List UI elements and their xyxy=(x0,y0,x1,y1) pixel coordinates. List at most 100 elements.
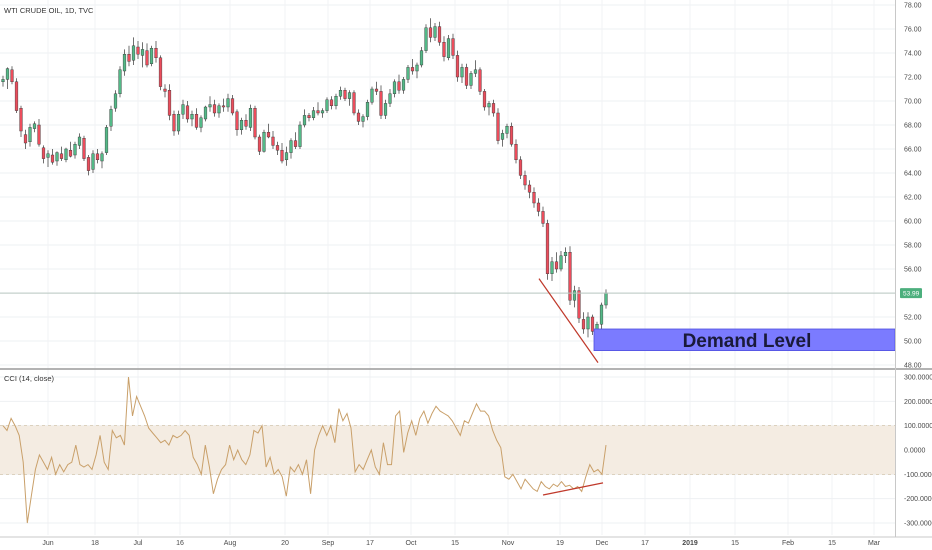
candle-body xyxy=(239,119,244,130)
candle-body xyxy=(437,26,442,43)
candle-body xyxy=(514,143,518,160)
candle-body xyxy=(464,67,469,86)
cci-axis[interactable]: 300.0000 200.0000 100.0000 0.0000 -100.0000 -… xyxy=(904,375,932,528)
time-tick-label: Aug xyxy=(224,540,237,547)
candle-body xyxy=(127,54,131,62)
candle-body xyxy=(446,38,451,58)
candle-body xyxy=(131,45,136,61)
time-tick-label: 15 xyxy=(828,540,836,547)
candle-body xyxy=(181,104,185,115)
candle-body xyxy=(230,98,235,114)
candle-body xyxy=(590,316,595,332)
price-tick-label: 68.00 xyxy=(904,123,922,130)
candle-body xyxy=(298,124,302,147)
candle-body xyxy=(599,304,604,325)
candle-body xyxy=(190,113,194,120)
candle-body xyxy=(311,110,316,118)
price-trend-line[interactable] xyxy=(538,278,599,363)
candle-body xyxy=(199,117,203,128)
time-tick-label: 2019 xyxy=(682,540,698,547)
time-tick-label: Oct xyxy=(406,540,417,547)
candle-body xyxy=(428,27,433,38)
candle-body xyxy=(109,109,113,127)
candle-body xyxy=(572,290,577,301)
candle-body xyxy=(23,134,28,144)
time-tick-label: 17 xyxy=(641,540,649,547)
price-candles[interactable] xyxy=(1,18,608,338)
time-tick-label: Jun xyxy=(42,540,53,547)
price-tick-label: 70.00 xyxy=(904,99,922,106)
candle-body xyxy=(347,92,352,99)
candle-body xyxy=(262,131,266,152)
candle-body xyxy=(280,149,284,162)
cci-line xyxy=(2,376,607,524)
time-axis[interactable]: Jun 18 Jul 16 Aug 20 Sep 17 Oct 15 Nov 19 Dec 17 2019 1… xyxy=(0,536,932,547)
time-tick-label: Feb xyxy=(782,540,794,547)
candle-body xyxy=(316,110,320,114)
candle-body xyxy=(410,67,415,72)
candle-body xyxy=(473,69,478,74)
candle-body xyxy=(568,251,572,301)
time-tick-label: Mar xyxy=(868,540,881,547)
candle-body xyxy=(469,73,473,86)
candle-body xyxy=(302,115,307,126)
candle-body xyxy=(19,107,23,132)
candle-body xyxy=(460,67,464,78)
candle-body xyxy=(163,88,167,92)
candle-body xyxy=(586,316,590,330)
time-tick-label: 20 xyxy=(281,540,289,547)
price-tick-label: 48.00 xyxy=(904,363,922,370)
price-axis[interactable]: 78.00 76.00 74.00 72.00 70.00 68.00 66.00 64.00… xyxy=(904,3,922,370)
price-tick-label: 52.00 xyxy=(904,315,922,322)
cci-title: CCI (14, close) xyxy=(4,374,55,383)
candle-body xyxy=(518,159,523,176)
candle-body xyxy=(509,125,514,145)
candle-body xyxy=(118,69,122,95)
candle-body xyxy=(500,133,505,140)
price-tick-label: 64.00 xyxy=(904,171,922,178)
cci-tick-label: 300.0000 xyxy=(904,375,932,382)
candle-body xyxy=(68,149,73,157)
candle-body xyxy=(455,55,460,78)
time-tick-label: Dec xyxy=(596,540,609,547)
candle-body xyxy=(356,112,361,122)
cci-trend-line[interactable] xyxy=(542,482,604,496)
candle-body xyxy=(37,124,41,145)
candle-body xyxy=(86,157,91,171)
candle-body xyxy=(563,251,568,256)
time-tick-label: 17 xyxy=(366,540,374,547)
candle-body xyxy=(374,88,379,92)
candle-body xyxy=(82,137,86,159)
last-price-value: 53.99 xyxy=(903,291,920,298)
candle-body xyxy=(496,112,500,141)
cci-tick-label: 0.0000 xyxy=(904,448,926,455)
candle-body xyxy=(55,152,59,162)
candle-body xyxy=(73,143,77,156)
candle-body xyxy=(113,93,118,109)
price-tick-label: 78.00 xyxy=(904,3,922,10)
cci-tick-label: 200.0000 xyxy=(904,399,932,406)
candle-body xyxy=(1,79,5,83)
candle-body xyxy=(253,107,257,138)
candle-body xyxy=(338,89,343,97)
candle-body xyxy=(487,103,491,108)
candle-body xyxy=(442,42,446,57)
candle-body xyxy=(293,140,298,147)
candle-body xyxy=(91,153,95,170)
candle-body xyxy=(433,26,437,38)
candle-body xyxy=(536,202,541,212)
candle-body xyxy=(424,27,428,51)
price-tick-label: 66.00 xyxy=(904,147,922,154)
candle-body xyxy=(217,105,221,114)
candle-body xyxy=(491,103,496,114)
candle-body xyxy=(172,113,176,132)
time-tick-label: 19 xyxy=(556,540,564,547)
candle-body xyxy=(185,105,190,120)
candle-body xyxy=(532,191,536,204)
price-tick-label: 74.00 xyxy=(904,51,922,58)
time-tick-label: 18 xyxy=(91,540,99,547)
candle-body xyxy=(77,136,82,146)
candle-body xyxy=(59,153,64,159)
cci-tick-label: 100.0000 xyxy=(904,423,932,430)
